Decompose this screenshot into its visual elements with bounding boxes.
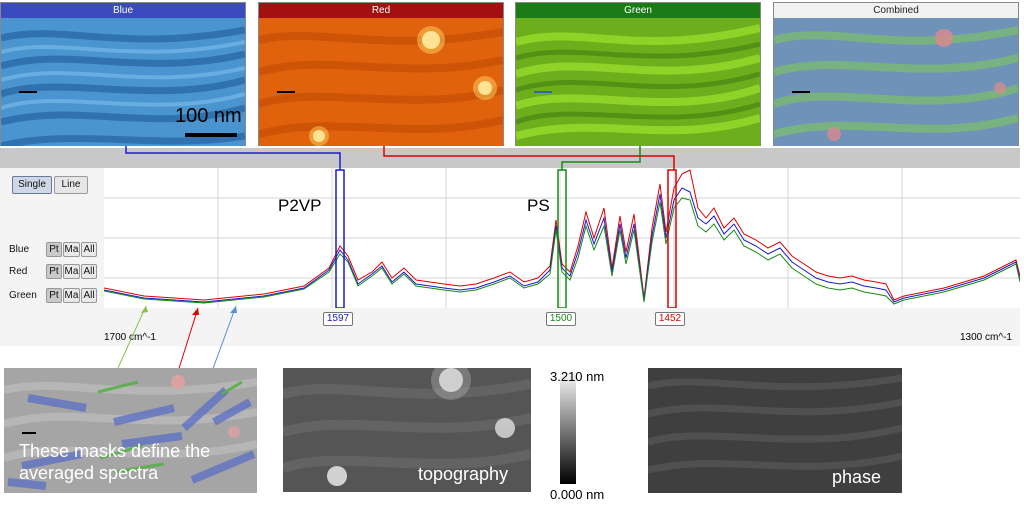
blue-channel-label: Blue [9,244,30,255]
scalebar-label: 100 nm [175,105,242,127]
red-ma-button[interactable]: Ma [63,264,80,279]
red-channel-panel[interactable]: Red [258,2,504,146]
green-all-button[interactable]: All [81,288,97,303]
green-ma-button[interactable]: Ma [63,288,80,303]
phase-label: phase [832,467,882,487]
red-channel-label: Red [9,266,28,277]
spectrum-panel: Single Line Blue Pt Ma All Red Pt Ma All… [0,168,1020,346]
topography-image[interactable] [283,368,531,492]
mask-caption-line1: These masks define the [19,441,211,461]
phase-image[interactable] [648,368,902,493]
marker-1452-value[interactable]: 1452 [655,312,685,326]
red-map-image [259,18,503,146]
scalebar-line [185,133,237,137]
marker-1452-box[interactable] [667,169,677,308]
mask-caption-line2: averaged spectra [19,463,159,483]
combined-map-image [774,18,1018,146]
panel-title: Red [259,3,503,18]
axis-right-label: 1300 cm^-1 [960,332,1012,343]
red-spectrum-line [104,169,1020,301]
blue-channel-panel[interactable]: Blue 100 nm [0,2,246,146]
marker-1500-value[interactable]: 1500 [546,312,576,326]
scale-tick [792,91,810,93]
blue-spectrum-line [104,187,1020,303]
colorbar-min-label: 0.000 nm [550,487,605,502]
scale-tick [277,91,295,93]
ps-peak-label: PS [527,196,550,215]
height-colorbar [560,370,576,484]
green-channel-panel[interactable]: Green [515,2,761,146]
spectrum-plot[interactable] [104,168,1020,308]
green-pt-button[interactable]: Pt [46,288,62,303]
mask-image[interactable] [4,368,257,493]
panel-title: Blue [1,3,245,18]
blue-all-button[interactable]: All [81,242,97,257]
red-pt-button[interactable]: Pt [46,264,62,279]
topography-label: topography [418,464,509,484]
axis-left-label: 1700 cm^-1 [104,332,156,343]
blue-pt-button[interactable]: Pt [46,242,62,257]
green-map-image [516,18,760,146]
single-mode-button[interactable]: Single [12,176,52,194]
red-all-button[interactable]: All [81,264,97,279]
scale-tick [534,91,552,93]
green-spectrum-line [104,197,1020,305]
colorbar-max-label: 3.210 nm [550,369,605,384]
panel-title: Green [516,3,760,18]
panel-title: Combined [774,3,1018,18]
p2vp-peak-label: P2VP [278,196,322,215]
scale-tick [19,91,37,93]
line-mode-button[interactable]: Line [54,176,88,194]
combined-channel-panel[interactable]: Combined [773,2,1019,146]
green-channel-label: Green [9,290,37,301]
blue-ma-button[interactable]: Ma [63,242,80,257]
blue-map-image [1,18,245,146]
marker-1597-value[interactable]: 1597 [323,312,353,326]
